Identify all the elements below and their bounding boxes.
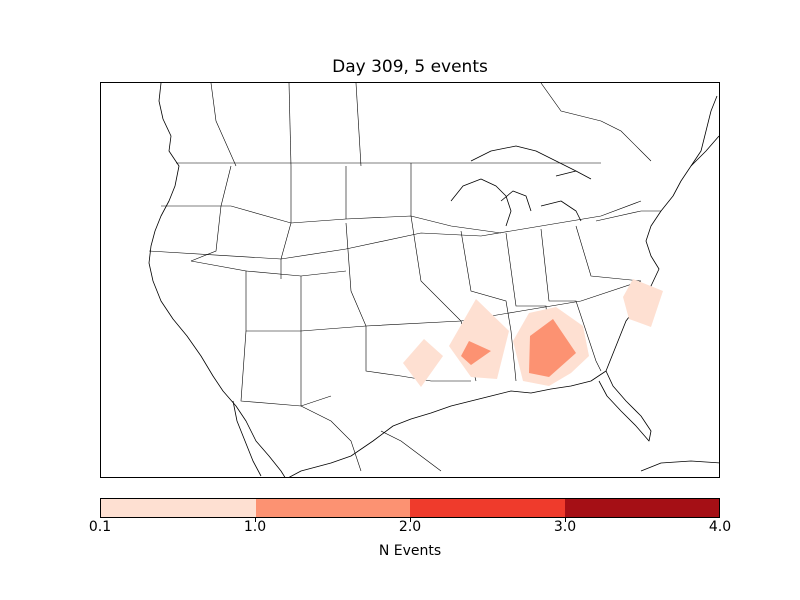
event-area-louisiana <box>461 341 491 365</box>
baja-coast <box>232 400 262 477</box>
northeast-coast <box>690 95 718 167</box>
colorbar-segment-3 <box>410 499 565 517</box>
great-lakes <box>450 170 592 227</box>
colorbar-segment-1 <box>101 499 256 517</box>
colorbar-label: N Events <box>378 543 442 559</box>
west-coastline <box>148 83 286 477</box>
us-map <box>148 83 719 477</box>
mexico-coast <box>640 460 719 472</box>
colorbar-tickmark <box>410 517 411 522</box>
event-area-arkansas <box>449 299 509 379</box>
colorbar <box>100 498 720 518</box>
colorbar-tick-label: 3.0 <box>553 519 577 535</box>
map-panel <box>100 82 720 478</box>
event-area-alabama <box>529 319 576 377</box>
state-borders <box>148 83 661 472</box>
hudson-bay-coast <box>470 145 577 172</box>
colorbar-tickmark <box>565 517 566 522</box>
florida-coast <box>598 370 652 442</box>
colorbar-tick-label: 4.0 <box>708 519 732 535</box>
map-title: Day 309, 5 events <box>332 57 488 77</box>
colorbar-tickmark <box>255 517 256 522</box>
colorbar-tick-label: 1.0 <box>243 519 267 535</box>
colorbar-tick-label: 2.0 <box>398 519 422 535</box>
east-coastline <box>605 135 719 372</box>
event-patches <box>403 279 663 387</box>
colorbar-segment-2 <box>255 499 410 517</box>
gulf-coastline <box>288 370 607 477</box>
colorbar-segment-4 <box>564 499 719 517</box>
colorbar-tick-label: 0.1 <box>88 519 112 535</box>
event-area-carolina <box>623 279 663 327</box>
event-area-texas <box>403 339 443 387</box>
